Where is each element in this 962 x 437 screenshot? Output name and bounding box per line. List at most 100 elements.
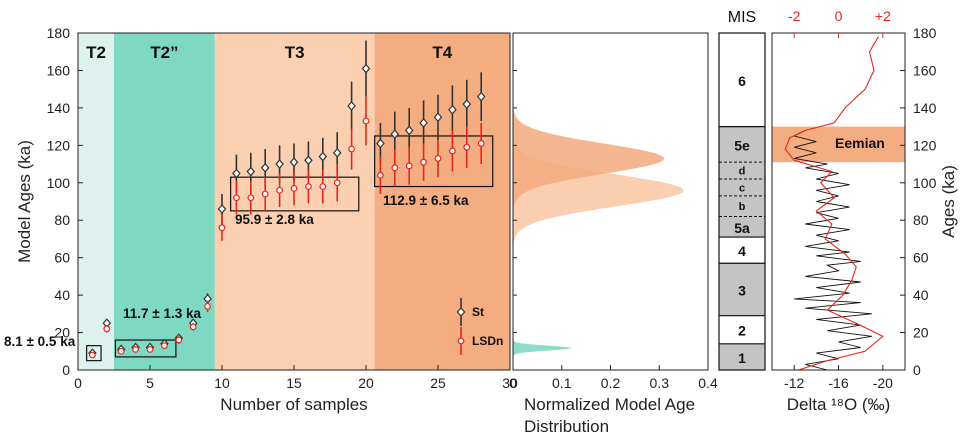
y-tick-label: 180: [47, 25, 71, 41]
y-tick-label: 160: [47, 62, 71, 78]
y-tick-label: 0: [62, 362, 70, 378]
distribution-curve-1: [513, 110, 684, 271]
mis-stage-6: [719, 33, 765, 127]
mis-stage-d: [719, 162, 765, 180]
top-tick-label: +2: [875, 8, 891, 24]
y-tick-label: 60: [913, 250, 929, 266]
point-LSDn: [88, 351, 96, 359]
y-tick-label: 40: [54, 287, 70, 303]
y-tick-label: 80: [913, 212, 929, 228]
x-axis-label-line-2: Distribution: [524, 417, 609, 436]
point-St: [232, 168, 241, 179]
x-axis-label-line-1: Normalized Model Age: [524, 395, 695, 414]
point-St: [419, 117, 428, 128]
mis-stage-label: 1: [738, 350, 746, 366]
terrace-label: T2”: [150, 43, 178, 62]
y-tick-label: 120: [913, 137, 937, 153]
point-LSDn: [204, 302, 212, 310]
group-box-label: 8.1 ± 0.5 ka: [4, 334, 76, 349]
point-LSDn: [103, 325, 111, 333]
terrace-region-1: [114, 33, 215, 370]
point-St: [404, 125, 414, 136]
x-axis-label: Number of samples: [220, 395, 367, 414]
point-LSDn: [117, 347, 125, 355]
mis-stage-c: [719, 179, 765, 196]
point-LSDn: [391, 164, 399, 172]
x-axis-label: Delta ¹⁸O (‰): [787, 395, 891, 414]
point-LSDn: [232, 194, 240, 202]
point-LSDn: [146, 346, 154, 353]
mis-stage-label: b: [739, 201, 746, 213]
mis-stage-3: [719, 263, 765, 316]
point-St: [347, 101, 356, 111]
mis-frame: [718, 32, 766, 371]
group-box-label: 95.9 ± 2.8 ka: [235, 212, 314, 227]
mis-stage-label: d: [739, 166, 746, 178]
y-tick-label: 140: [47, 100, 71, 116]
y-tick-label: 60: [54, 250, 70, 266]
point-St: [390, 129, 400, 140]
terrace-label: T2: [86, 43, 106, 62]
mis-stage-1: [719, 343, 765, 370]
distribution-curve-2: [513, 83, 665, 234]
top-tick-label: 0: [835, 8, 843, 24]
y-tick-label: 140: [913, 100, 937, 116]
distribution-curve-0: [513, 335, 572, 361]
point-St: [318, 151, 328, 162]
terrace-label: T3: [285, 43, 305, 62]
delta-curve-1: [784, 36, 884, 371]
x-tick-label: 0.4: [698, 375, 718, 391]
point-St: [260, 162, 270, 173]
group-box: [114, 339, 177, 358]
legend-label-St: St: [472, 305, 484, 319]
y-tick-label: 0: [913, 362, 921, 378]
eemian-label: Eemian: [835, 135, 885, 151]
eemian-band: [772, 126, 905, 163]
y-tick-label: 80: [54, 212, 70, 228]
top-tick-label: -2: [788, 8, 801, 24]
group-box-label: 112.9 ± 6.5 ka: [383, 193, 469, 208]
x-tick-label: 0.1: [552, 375, 572, 391]
legend-marker-LSDn: [457, 337, 465, 345]
point-St: [217, 204, 227, 214]
point-LSDn: [362, 117, 370, 125]
y-tick-label: 160: [913, 62, 937, 78]
group-box-label: 11.7 ± 1.3 ka: [123, 306, 201, 321]
point-LSDn: [290, 184, 298, 192]
mis-stage-label: 5a: [734, 220, 750, 236]
y-tick-label: 120: [47, 137, 71, 153]
mis-stage-label: 2: [738, 323, 746, 339]
legend-marker-St: [456, 307, 466, 317]
point-St: [304, 155, 313, 166]
mis-title: MIS: [728, 9, 756, 26]
group-box: [374, 135, 494, 188]
panel-mis-stages: 1 2 3 4 5a bcd 5e 6 MIS: [718, 9, 766, 371]
legend-label-LSDn: LSDn: [472, 334, 503, 348]
mis-stage-label: 5e: [734, 137, 750, 153]
terrace-label: T4: [432, 43, 452, 62]
y-tick-label: 20: [54, 325, 70, 341]
point-St: [462, 99, 472, 110]
bottom-tick-label: -12: [784, 375, 804, 391]
panel-delta-18o: Eemian-12 -16 -20-2 0 +202040608010012014016…: [771, 8, 958, 414]
x-tick-label: 15: [286, 375, 302, 391]
mis-stage-label: 6: [738, 73, 746, 89]
y-tick-label: 180: [913, 25, 937, 41]
point-LSDn: [405, 162, 413, 170]
mis-stage-2: [719, 315, 765, 344]
point-LSDn: [420, 158, 428, 166]
point-LSDn: [463, 143, 471, 151]
point-LSDn: [434, 155, 442, 162]
x-tick-label: 25: [430, 375, 446, 391]
x-tick-label: 20: [358, 375, 374, 391]
point-LSDn: [377, 171, 384, 179]
y-tick-label: 100: [913, 175, 937, 191]
delta-curve-0: [792, 129, 872, 371]
point-LSDn: [247, 194, 255, 202]
x-tick-label: 0: [509, 375, 517, 391]
bottom-tick-label: -20: [873, 375, 893, 391]
x-tick-label: 5: [146, 375, 154, 391]
group-box: [86, 345, 102, 362]
point-LSDn: [276, 186, 284, 194]
point-LSDn: [477, 140, 485, 147]
